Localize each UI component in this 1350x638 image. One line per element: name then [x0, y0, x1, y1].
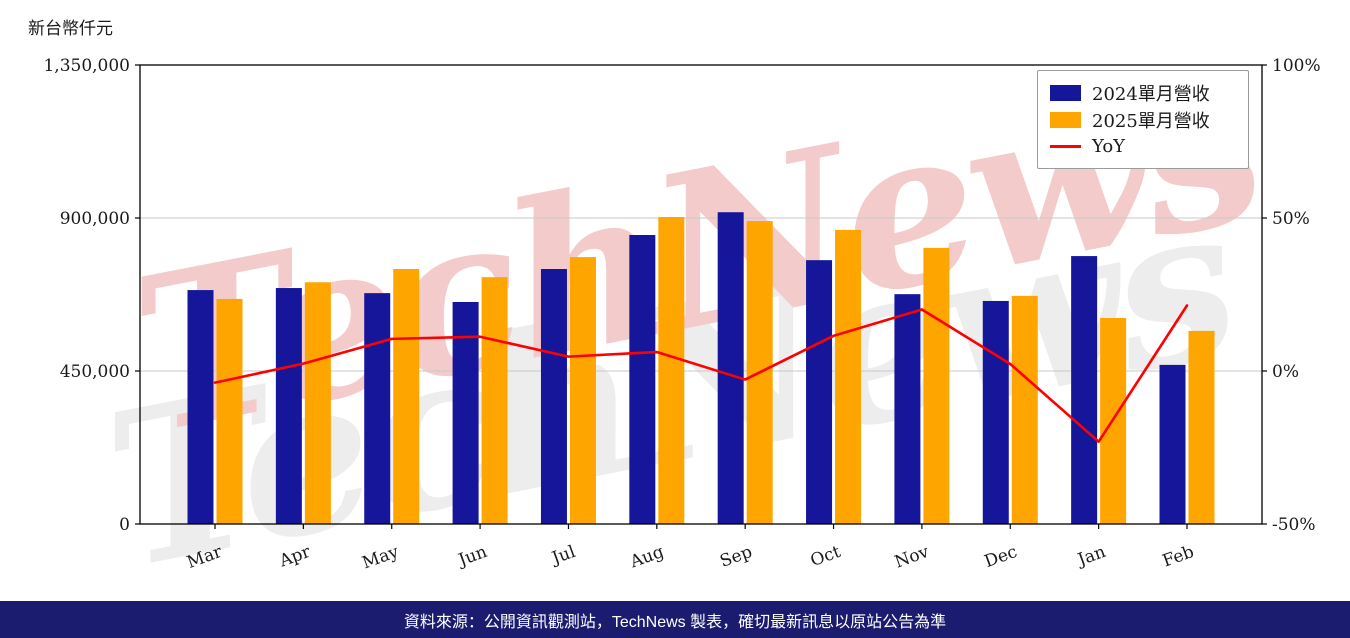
- source-footer-text: 資料來源：公開資訊觀測站，TechNews 製表，確切最新訊息以原站公告為準: [403, 613, 947, 631]
- svg-text:Feb: Feb: [1160, 542, 1197, 572]
- legend-item-2024: 2024單月營收: [1050, 79, 1236, 106]
- legend-item-2025: 2025單月營收: [1050, 106, 1236, 133]
- svg-text:50%: 50%: [1272, 209, 1310, 229]
- legend-label-yoy: YoY: [1092, 136, 1126, 157]
- svg-text:100%: 100%: [1272, 56, 1321, 76]
- svg-text:450,000: 450,000: [60, 362, 130, 382]
- legend-swatch-2024: [1050, 84, 1081, 101]
- y-axis-unit-label: 新台幣仟元: [28, 19, 113, 39]
- chart-canvas: 0 450,000 900,000 1,350,000 -50% 0% 50% 100% Mar…: [43, 56, 1321, 574]
- svg-text:-50%: -50%: [1272, 515, 1316, 535]
- legend-item-yoy: YoY: [1050, 133, 1236, 160]
- legend-label-2025: 2025單月營收: [1092, 110, 1210, 132]
- svg-text:Oct: Oct: [808, 542, 843, 571]
- legend-swatch-yoy: [1050, 145, 1081, 148]
- svg-text:Mar: Mar: [184, 542, 225, 573]
- legend-label-2024: 2024單月營收: [1092, 83, 1210, 105]
- svg-text:0: 0: [119, 515, 130, 535]
- svg-text:0%: 0%: [1272, 362, 1299, 382]
- svg-text:Jun: Jun: [454, 542, 490, 571]
- svg-text:Aug: Aug: [627, 542, 667, 573]
- source-footer: 資料來源：公開資訊觀測站，TechNews 製表，確切最新訊息以原站公告為準: [0, 601, 1350, 638]
- svg-text:Apr: Apr: [276, 542, 314, 572]
- svg-text:Jan: Jan: [1073, 542, 1108, 571]
- svg-text:May: May: [360, 542, 402, 574]
- svg-text:900,000: 900,000: [60, 209, 130, 229]
- legend-swatch-2025: [1050, 111, 1081, 128]
- svg-text:Jul: Jul: [548, 542, 579, 569]
- svg-text:Dec: Dec: [982, 542, 1020, 572]
- svg-text:Nov: Nov: [892, 542, 932, 573]
- legend: 2024單月營收 2025單月營收 YoY: [1037, 70, 1249, 169]
- svg-text:1,350,000: 1,350,000: [43, 56, 130, 76]
- svg-text:Sep: Sep: [717, 542, 755, 572]
